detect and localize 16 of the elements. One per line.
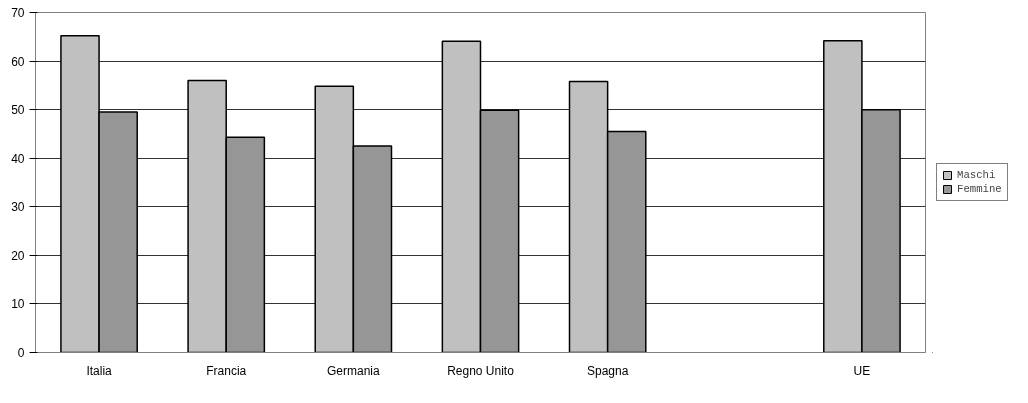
x-tick-label: Regno Unito: [447, 363, 515, 378]
x-tick-label: Germania: [327, 363, 381, 378]
legend-label: Maschi: [957, 169, 996, 181]
x-tick-label: Italia: [86, 363, 113, 378]
y-tick-label: 30: [11, 200, 25, 215]
y-tick-label: 70: [11, 6, 25, 20]
y-tick-label: 20: [11, 248, 25, 263]
x-tick-label: Francia: [206, 363, 247, 378]
y-tick-label: 60: [11, 54, 25, 69]
y-tick-label: 0: [17, 346, 25, 360]
x-tick-label: Spagna: [586, 363, 629, 378]
x-tick-label: UE: [853, 363, 871, 378]
legend-label: Femmine: [957, 183, 1002, 195]
y-tick-label: 10: [11, 297, 25, 312]
y-tick-label: 50: [11, 103, 25, 118]
y-tick-label: 40: [11, 151, 25, 166]
